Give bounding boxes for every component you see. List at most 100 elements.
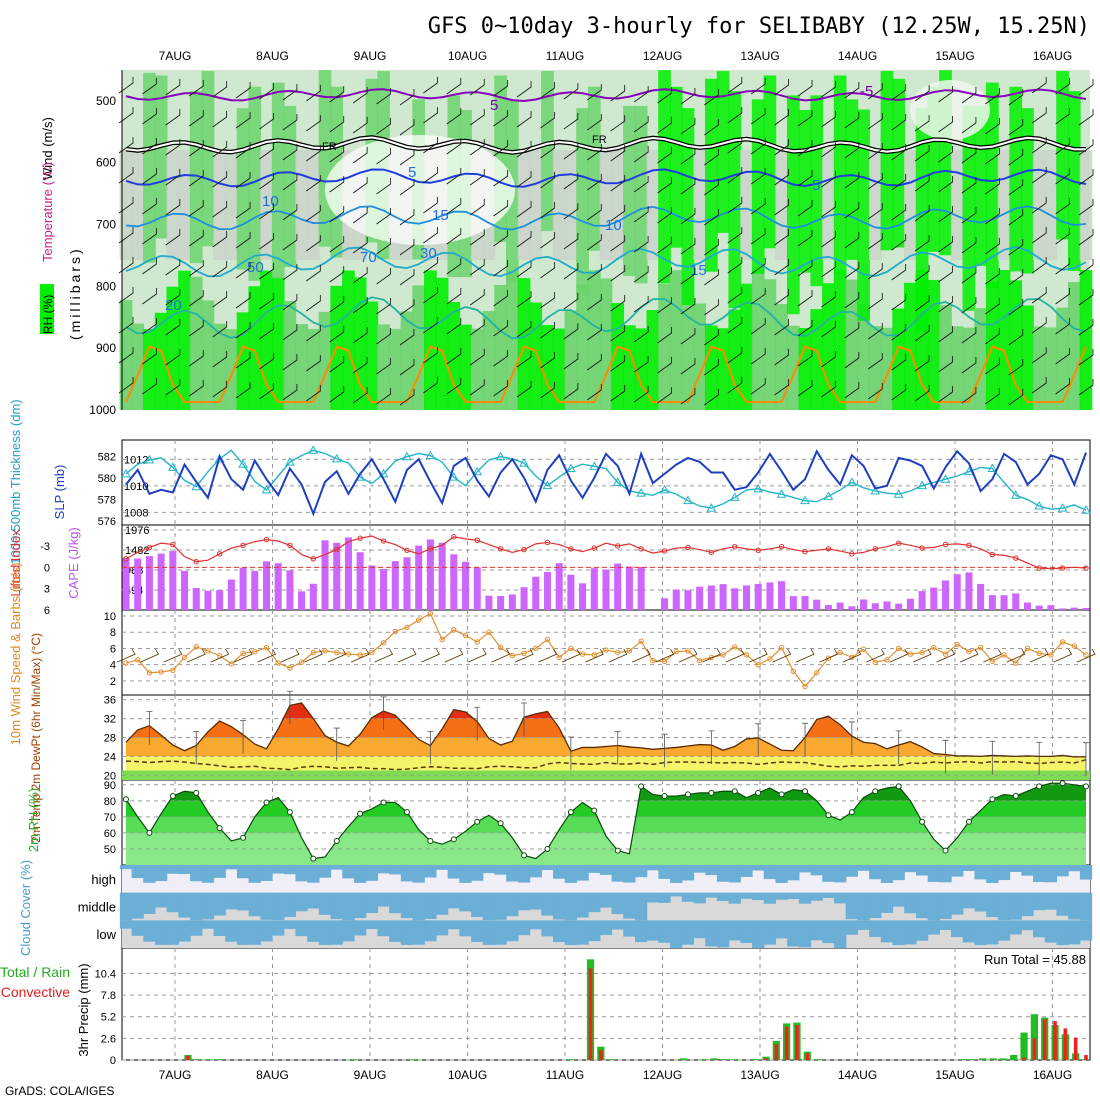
rh-column [377,324,390,410]
temp-contour-30 [125,345,1087,403]
wind-barb [212,111,228,128]
cloud-middle-bar [634,892,648,921]
cloud-middle-bar [377,892,390,907]
cloud-low-bar [716,920,730,948]
wind-barb [680,358,696,375]
rh-point [474,818,481,825]
rh-column [552,328,566,410]
cloud-cover-panel: high middle low Cloud Cover (%) [18,860,1093,956]
thickness-point [402,451,412,461]
rh-point [825,812,832,819]
contour-label: 70 [360,249,377,266]
thickness-point [612,477,623,486]
minmax-whisker [240,720,247,754]
surface-wind-barb [444,648,464,663]
wind-barb [329,266,345,283]
thickness-point [378,468,389,478]
wind-barb [540,232,555,249]
surface-wind-barb [678,648,698,663]
cloud-low-bar [951,920,964,938]
lifted-index-point [638,546,644,552]
temperature-legend-label: Temperature (°C) [40,162,55,262]
wind-barb [329,296,345,313]
wind-barb [774,199,790,216]
thickness-point [566,463,576,472]
wind-barb [961,357,977,374]
wind-barb [563,143,579,160]
wind-barb [329,176,345,193]
cloud-high-bar [962,865,976,872]
cloud-high-bar [424,865,437,878]
cloud-low-bar [506,920,519,942]
thickness-point [589,461,600,470]
wind-barb [516,291,532,308]
cape-bar [380,569,388,610]
wind-barb [821,351,836,368]
cloud-middle-bar [670,892,683,897]
wind-speed-point [720,652,726,658]
lifted-index-point [802,548,808,555]
lifted-index-point [825,546,832,552]
wind-barb [844,232,860,249]
rh-point [263,799,270,806]
wind-barb [1031,317,1047,334]
precip-total-bar [752,1059,760,1060]
wind-speed-point [263,644,270,651]
precip-total-bar [1030,1014,1038,1060]
rh-column [623,105,636,277]
cape-bar [789,596,797,610]
cloud-high-bar [494,865,507,875]
cloud-high-bar [705,865,718,876]
wind-barb [259,143,274,160]
temp-tick: 24 [104,751,116,763]
rh-column [1079,270,1093,410]
wind-barb [680,298,696,315]
wind-barb [469,379,485,396]
rh-column [295,324,308,410]
contour-label: 15 [432,207,449,224]
rh-column [225,150,238,260]
wind-barb [259,83,274,100]
thickness-tick: 576 [98,516,116,528]
surface-wind-barb [257,648,277,663]
cloud-high-bar [892,865,905,881]
rh-point [193,789,200,796]
wind-barb [118,227,134,244]
wind-barb [961,207,977,224]
slp-series-line [125,449,1087,517]
wind-barb [540,112,555,129]
thickness-point [308,445,319,454]
wind-barb [446,258,462,275]
wind-barb [680,238,696,255]
surface-wind-barb [585,648,604,663]
cloud-middle-bar [517,892,531,911]
rh-column [646,150,660,260]
cape-bar [930,587,938,610]
cloud-middle-bar [225,892,238,910]
thickness-point [519,458,529,467]
rh-point [661,793,668,800]
cloud-high-bar [400,865,414,882]
wind-speed-point [615,649,621,656]
cloud-high-bar [1044,865,1058,883]
cloud-high-bar [599,865,613,875]
wind-barb [587,324,602,341]
surface-wind-barb [1006,648,1026,663]
cloud-low-bar [154,920,168,945]
cloud-low-bar [962,920,976,943]
wind-barb [961,117,977,134]
cape-bar [871,603,879,610]
precip-total-bar [958,1059,966,1060]
cloud-middle-bar [178,892,191,918]
cape-bar [520,587,528,610]
wind-barb [750,378,766,395]
wind-barb [844,262,860,279]
wind-barb [352,147,368,164]
cloud-low-bar [974,920,987,946]
lifted-index-point [872,546,878,552]
cape-bar [227,579,235,610]
wind-barb [118,197,134,214]
cape-bar [754,583,762,610]
wind-barb [399,359,415,376]
cape-bar [860,599,868,610]
